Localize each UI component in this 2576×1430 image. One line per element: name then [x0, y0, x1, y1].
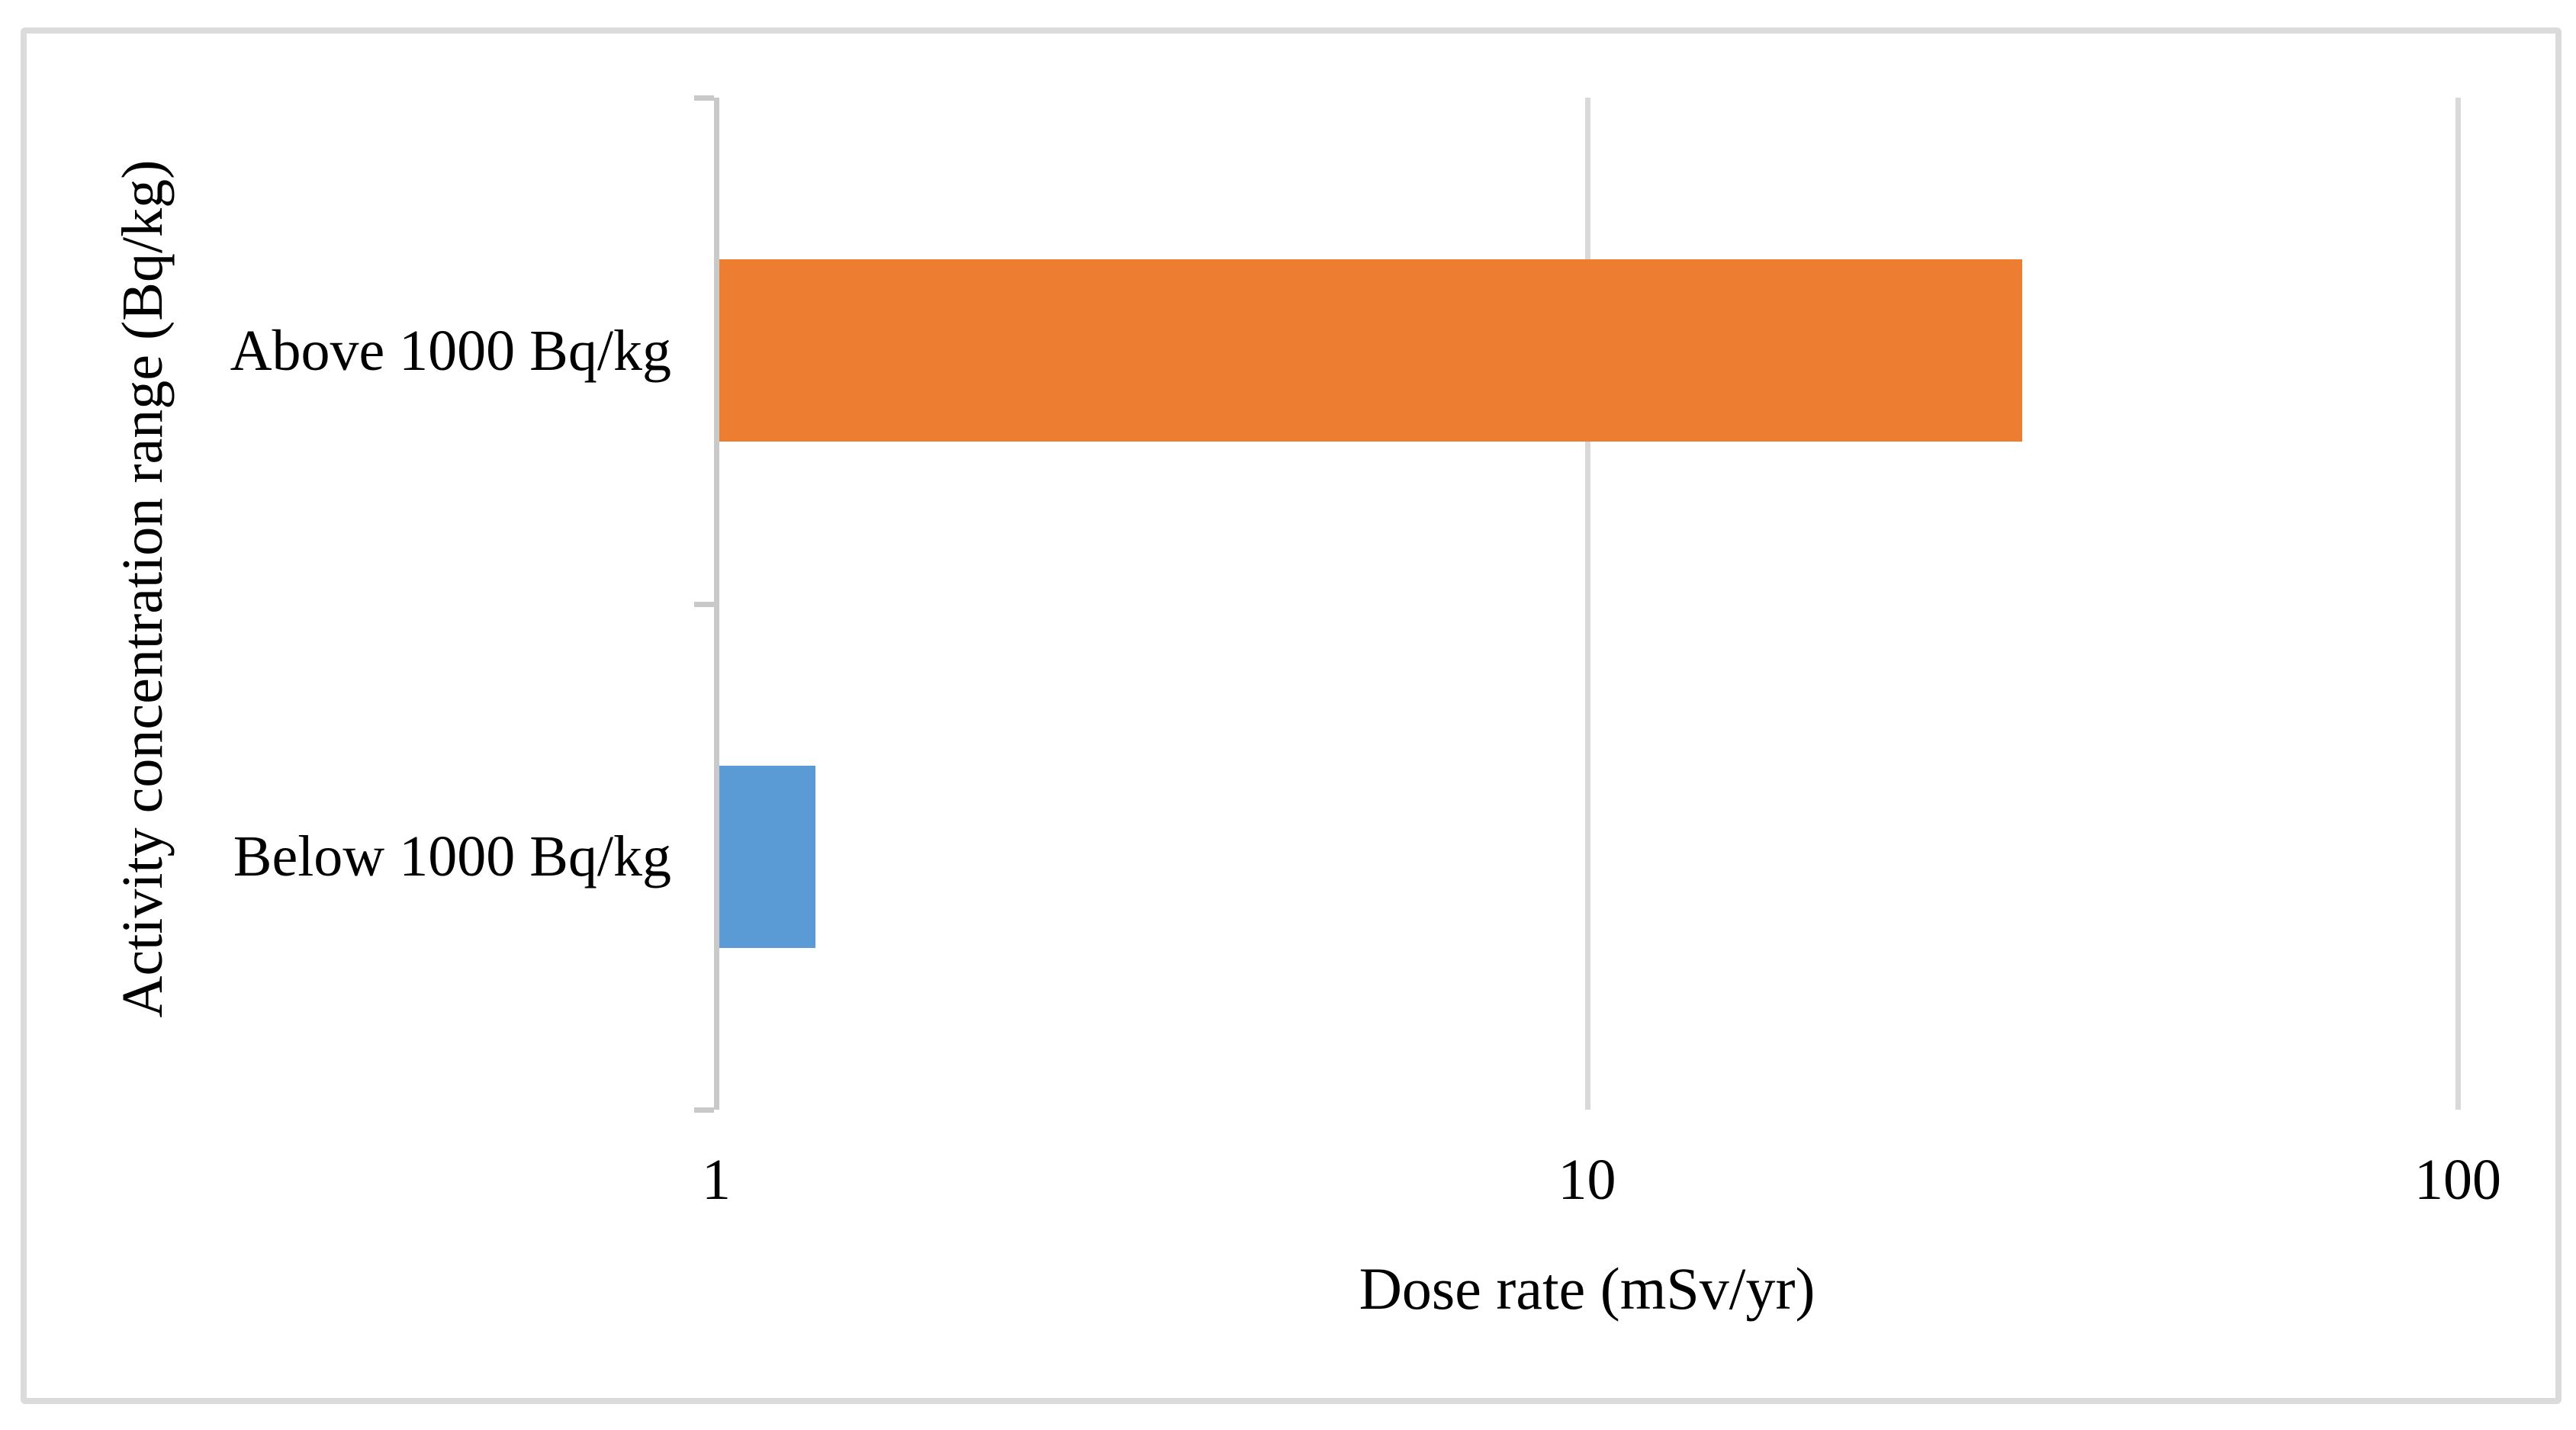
category-label: Below 1000 Bq/kg	[233, 824, 671, 889]
figure-border-frame	[21, 27, 2562, 1404]
x-tick-label-1: 1	[702, 1148, 731, 1212]
gridline-10	[1584, 98, 1590, 1110]
x-tick-label-10: 10	[1558, 1148, 1616, 1212]
category-axis-labels: Above 1000 Bq/kg Below 1000 Bq/kg	[0, 98, 671, 1110]
category-axis-tick	[694, 95, 714, 101]
gridline-100	[2455, 98, 2461, 1110]
x-axis-tick-labels: 1 10 100	[702, 1148, 2501, 1216]
category-axis-tick	[694, 601, 714, 607]
x-tick-label-100: 100	[2414, 1148, 2501, 1212]
category-label: Above 1000 Bq/kg	[230, 318, 671, 383]
bar-above-1000	[716, 259, 2022, 442]
category-axis-line	[714, 98, 719, 1110]
category-axis-tick	[694, 1107, 714, 1113]
bar-below-1000	[716, 765, 816, 948]
x-axis-title: Dose rate (mSv/yr)	[1359, 1255, 1815, 1322]
plot-area	[694, 95, 2461, 1113]
